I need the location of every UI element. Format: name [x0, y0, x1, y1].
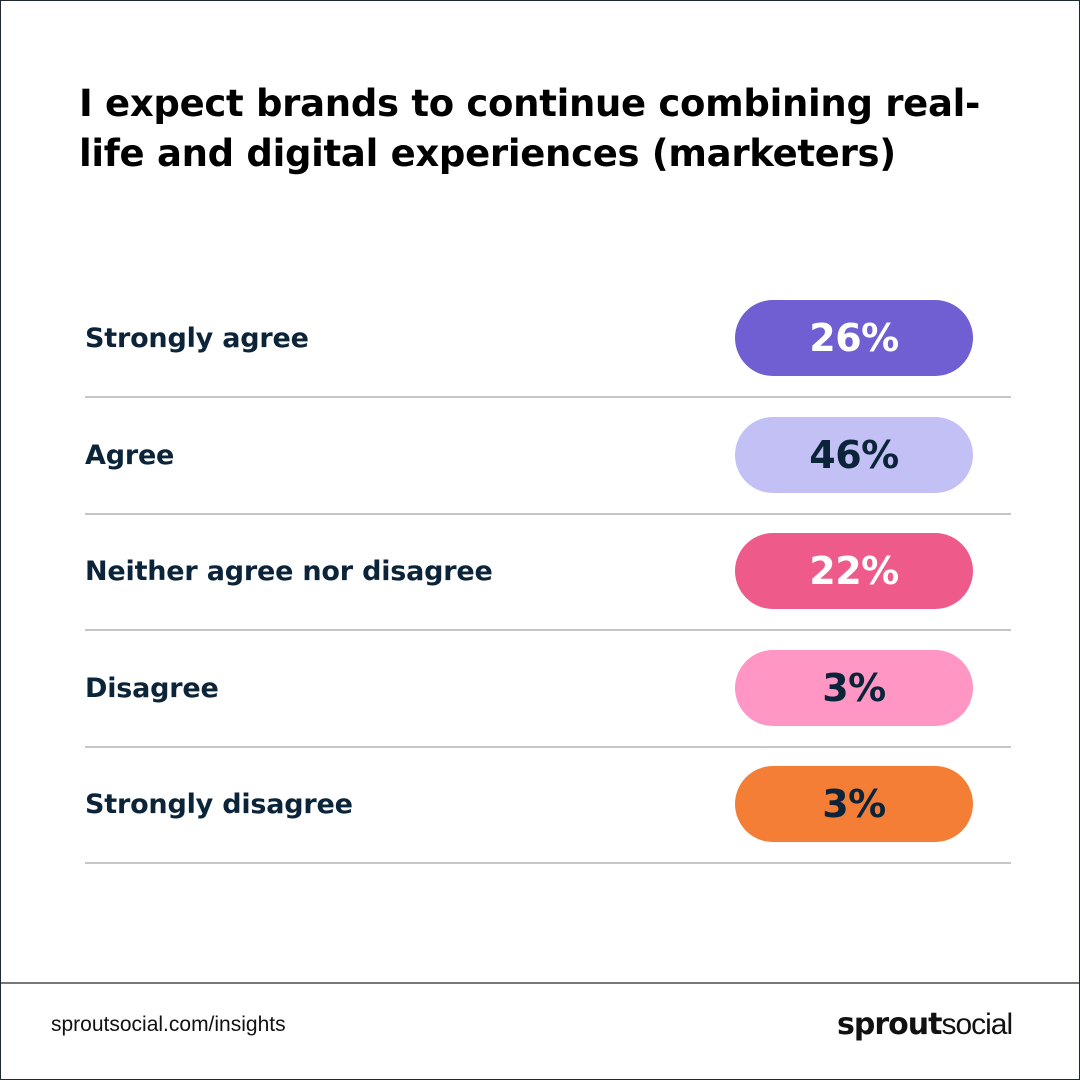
- response-label: Neither agree nor disagree: [85, 556, 493, 587]
- percentage-pill: 26%: [735, 300, 973, 376]
- percentage-pill: 3%: [735, 649, 973, 726]
- response-label: Strongly disagree: [85, 789, 353, 820]
- response-row: Disagree 3%: [85, 631, 1011, 748]
- logo-bold-text: sprout: [837, 1007, 942, 1042]
- response-label: Agree: [85, 439, 175, 471]
- response-row: Agree 46%: [85, 398, 1011, 515]
- row-divider: [85, 396, 1011, 398]
- row-divider: [85, 745, 1011, 748]
- footer-url: sproutsocial.com/insights: [51, 1013, 286, 1036]
- response-row: Neither agree nor disagree 22%: [85, 514, 1011, 631]
- response-row: Strongly disagree 3%: [85, 747, 1011, 864]
- logo-regular-text: social: [941, 1008, 1013, 1041]
- percentage-pill: 46%: [735, 416, 973, 493]
- percentage-pill: 3%: [735, 766, 973, 842]
- response-label: Strongly agree: [85, 323, 309, 354]
- response-label: Disagree: [85, 672, 219, 704]
- row-divider: [85, 512, 1011, 515]
- response-row: Strongly agree 26%: [85, 281, 1011, 398]
- row-divider: [85, 862, 1011, 864]
- sproutsocial-logo: sproutsocial: [837, 1007, 1013, 1042]
- row-divider: [85, 629, 1011, 631]
- chart-title: I expect brands to continue combining re…: [79, 82, 981, 175]
- footer-divider: [1, 982, 1079, 984]
- percentage-pill: 22%: [735, 533, 973, 609]
